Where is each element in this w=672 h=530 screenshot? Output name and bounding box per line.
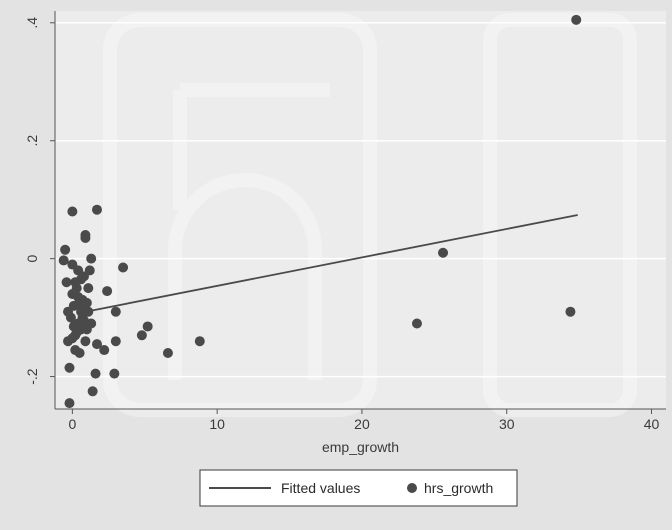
- scatter-point: [73, 291, 84, 302]
- plot-area: [55, 11, 666, 409]
- scatter-point: [87, 386, 98, 397]
- scatter-point: [73, 265, 84, 276]
- legend: Fitted values hrs_growth: [199, 469, 518, 507]
- y-tick-label: 0: [24, 255, 40, 263]
- x-axis-title: emp_growth: [322, 439, 399, 455]
- legend-label-hrs: hrs_growth: [424, 480, 493, 496]
- scatter-point: [118, 262, 129, 273]
- scatter-point: [68, 321, 79, 332]
- data-marks: [58, 14, 582, 409]
- scatter-point: [411, 318, 422, 329]
- x-tick-label: 20: [354, 416, 370, 432]
- legend-dot-swatch: [407, 483, 417, 493]
- scatter-point: [67, 206, 78, 217]
- scatter-point: [58, 255, 69, 266]
- legend-label-fitted: Fitted values: [281, 480, 360, 496]
- y-tick-label: -.2: [24, 368, 40, 385]
- scatter-point: [80, 336, 91, 347]
- scatter-point: [110, 306, 121, 317]
- gridlines: [55, 22, 666, 378]
- scatter-point: [99, 345, 110, 356]
- x-tick-label: 0: [68, 416, 76, 432]
- scatter-point: [90, 368, 101, 379]
- y-tick-label: .4: [24, 17, 40, 29]
- x-tick-label: 30: [499, 416, 515, 432]
- scatter-point: [136, 330, 147, 341]
- fitted-line: [76, 214, 578, 315]
- scatter-point: [102, 286, 113, 297]
- x-tick-label: 40: [644, 416, 660, 432]
- scatter-point: [67, 333, 78, 344]
- scatter-point: [60, 244, 71, 255]
- scatter-point: [162, 347, 173, 358]
- scatter-point: [91, 204, 102, 215]
- y-tick-label: .2: [24, 135, 40, 147]
- scatter-point: [61, 277, 72, 288]
- scatter-point: [194, 336, 205, 347]
- scatter-point: [91, 339, 102, 350]
- x-tick-label: 10: [209, 416, 225, 432]
- scatter-point: [110, 336, 121, 347]
- scatter-point: [142, 321, 153, 332]
- scatter-point: [86, 318, 97, 329]
- axes: 0 10 20 30 40 -.2 0 .2 .4: [24, 11, 666, 432]
- scatter-point: [83, 283, 94, 294]
- scatter-point: [64, 398, 75, 409]
- scatter-point: [70, 345, 81, 356]
- scatter-point: [80, 233, 91, 244]
- scatter-point: [565, 306, 576, 317]
- scatter-point: [109, 368, 120, 379]
- watermark: [103, 13, 637, 417]
- scatter-point: [64, 362, 75, 373]
- scatter-point: [571, 14, 582, 25]
- scatter-point: [86, 253, 97, 264]
- scatter-point: [76, 274, 87, 285]
- scatter-point: [63, 306, 74, 317]
- scatter-point: [438, 247, 449, 258]
